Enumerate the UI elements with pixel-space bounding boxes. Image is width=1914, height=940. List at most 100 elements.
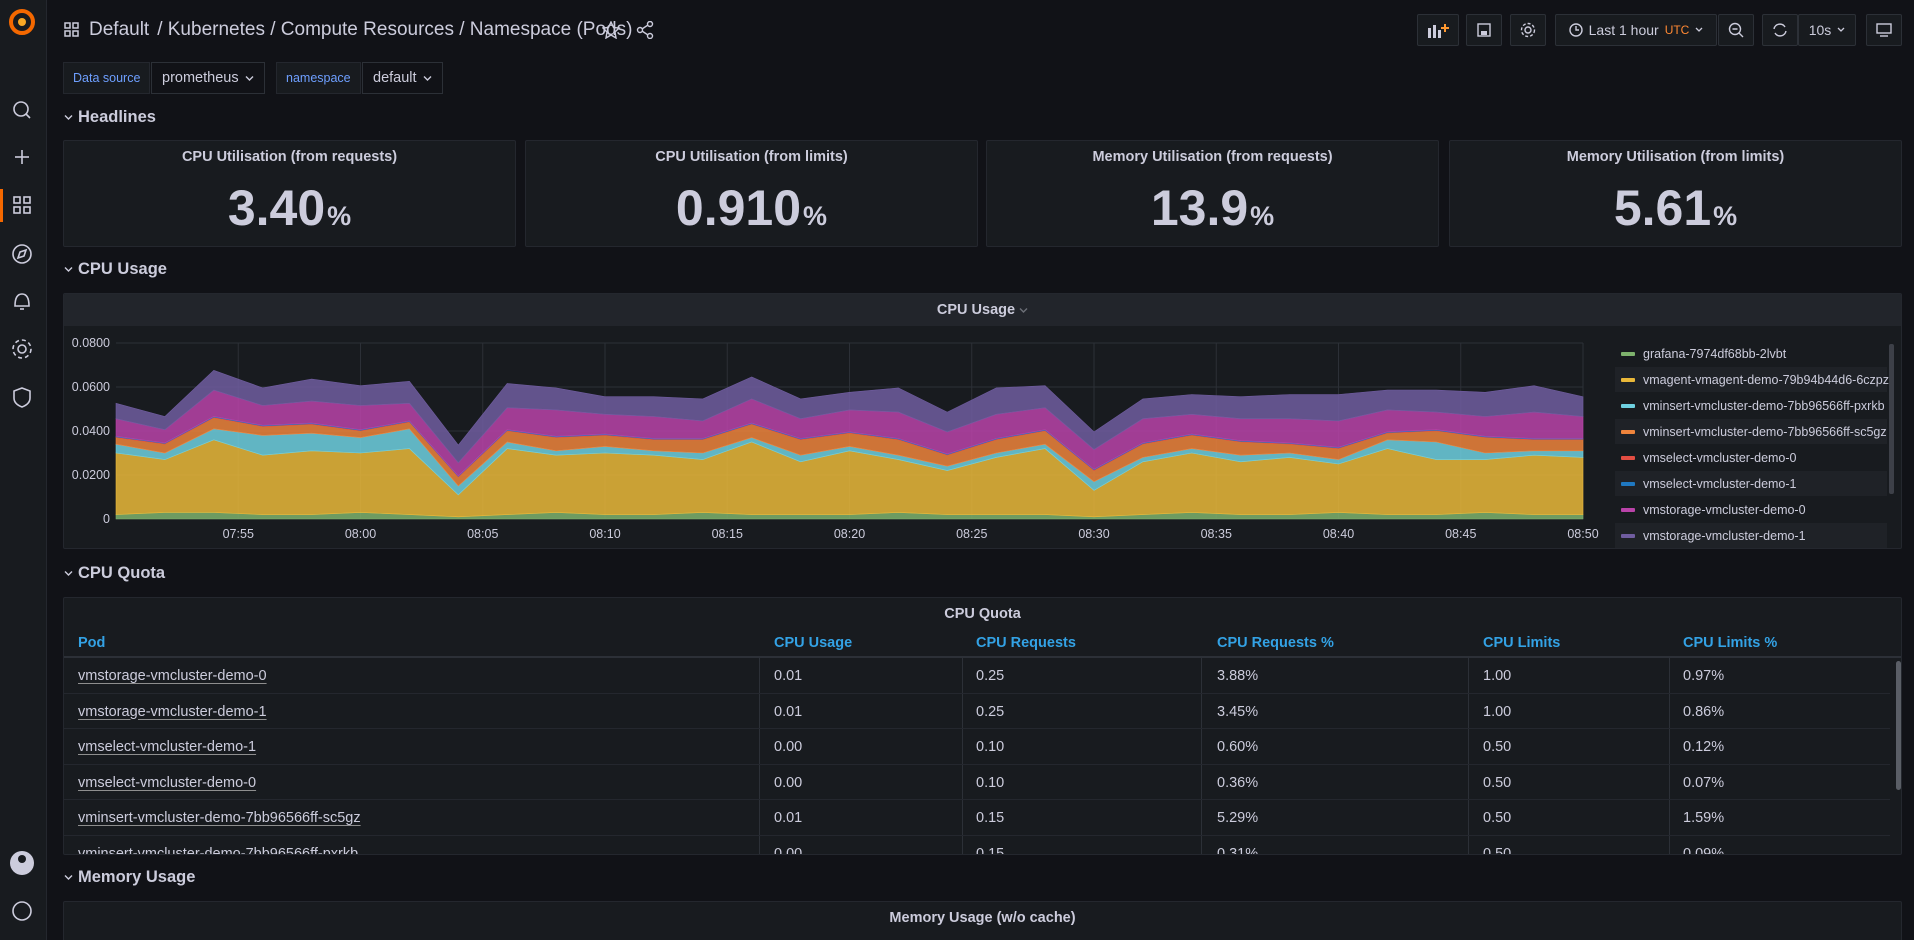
add-panel-button[interactable]	[1417, 14, 1459, 46]
pod-link[interactable]: vmselect-vmcluster-demo-0	[78, 774, 257, 791]
stat-value-line: 3.40%	[64, 179, 515, 237]
search-icon[interactable]	[13, 101, 31, 119]
panel-title[interactable]: CPU Quota	[944, 606, 1021, 622]
cell-divider	[962, 764, 963, 799]
table-cell: 3.45%	[1217, 703, 1259, 720]
y-tick-label: 0.0800	[72, 336, 110, 350]
stat-value: 3.40	[227, 180, 326, 236]
table-cell: 0.31%	[1217, 845, 1259, 855]
table-row: vmstorage-vmcluster-demo-0 0.01 0.25 3.88% 1…	[64, 658, 1890, 694]
dashboard-title[interactable]: / Kubernetes / Compute Resources / Names…	[157, 19, 633, 40]
header-divider	[64, 656, 1901, 658]
stat-value: 5.61	[1613, 180, 1712, 236]
refresh-interval[interactable]: 10s	[1798, 14, 1856, 46]
x-tick-label: 08:35	[1201, 527, 1232, 541]
column-header[interactable]: CPU Limits	[1483, 635, 1561, 651]
cell-divider	[1201, 764, 1202, 799]
chevron-icon	[423, 75, 432, 81]
pod-link[interactable]: vminsert-vmcluster-demo-7bb96566ff-sc5gz	[78, 810, 361, 826]
cell-divider	[1201, 693, 1202, 728]
chevron-path	[64, 114, 73, 120]
variable-select[interactable]: prometheus	[151, 62, 265, 94]
table-cell: 0.00	[774, 845, 803, 855]
x-tick-label: 07:55	[223, 527, 254, 541]
cell-divider	[759, 658, 760, 693]
share-icon[interactable]	[636, 21, 654, 39]
y-tick-label: 0.0200	[72, 468, 110, 482]
chevron-icon	[64, 114, 73, 120]
panel-header[interactable]: CPU Usage	[64, 294, 1901, 326]
table-scrollbar[interactable]	[1896, 661, 1901, 790]
panel-title: CPU Usage	[936, 302, 1016, 318]
zoom-out-button[interactable]	[1718, 14, 1754, 46]
chevron-path	[1019, 307, 1028, 313]
column-header[interactable]: CPU Requests	[976, 635, 1076, 651]
help-icon[interactable]	[12, 901, 32, 921]
column-header[interactable]: CPU Usage	[774, 635, 853, 651]
row-header[interactable]: Memory Usage	[64, 865, 195, 889]
alerting-icon[interactable]	[14, 293, 30, 310]
cell-divider	[1669, 800, 1670, 835]
memory-panel: Memory Usage (w/o cache)	[63, 901, 1902, 940]
table-cell: 0.01	[774, 703, 803, 720]
table-cell: 0.09%	[1683, 845, 1725, 855]
cell-divider	[1201, 729, 1202, 764]
column-header[interactable]: CPU Limits %	[1683, 635, 1778, 651]
row-header[interactable]: CPU Quota	[64, 561, 165, 585]
table-cell: 0.15	[976, 810, 1005, 826]
star-icon[interactable]	[602, 21, 621, 39]
x-tick-label: 08:50	[1567, 527, 1598, 541]
table-cell: 0.10	[976, 774, 1005, 791]
legend-item[interactable]: vmstorage-vmcluster-demo-0	[1643, 503, 1806, 517]
pod-link[interactable]: vminsert-vmcluster-demo-7bb96566ff-pxrkb	[78, 845, 359, 855]
cell-divider	[1669, 658, 1670, 693]
stat-value-line: 0.910%	[526, 179, 977, 237]
legend-item[interactable]: vminsert-vmcluster-demo-7bb96566ff-pxrkb	[1643, 399, 1885, 413]
row-header[interactable]: CPU Usage	[64, 257, 167, 281]
cell-divider	[759, 800, 760, 835]
pod-link[interactable]: vmstorage-vmcluster-demo-0	[78, 668, 267, 684]
legend-item[interactable]: grafana-7974df68bb-2lvbt	[1643, 347, 1787, 361]
legend-item[interactable]: vmstorage-vmcluster-demo-1	[1643, 529, 1806, 543]
pod-link[interactable]: vmstorage-vmcluster-demo-1	[78, 703, 267, 720]
row-header[interactable]: Headlines	[64, 105, 156, 129]
folder-link[interactable]: Default	[89, 19, 150, 40]
y-tick-label: 0.0400	[72, 424, 110, 438]
cell-divider	[759, 693, 760, 728]
cell-divider	[1669, 835, 1670, 854]
variable-select[interactable]: default	[362, 62, 443, 94]
chevron-icon	[64, 874, 73, 880]
stat-title: CPU Utilisation (from requests)	[181, 149, 398, 165]
time-picker[interactable]: Last 1 hour UTC	[1555, 14, 1717, 46]
chevron-icon	[1837, 27, 1845, 32]
grafana-logo[interactable]	[9, 9, 35, 35]
dashboards-icon[interactable]	[13, 196, 31, 214]
x-tick-label: 08:40	[1323, 527, 1354, 541]
legend-item[interactable]: vminsert-vmcluster-demo-7bb96566ff-sc5gz	[1643, 425, 1887, 439]
server-admin-icon[interactable]	[13, 387, 31, 408]
x-tick-label: 08:00	[345, 527, 376, 541]
legend-row-bg	[1615, 367, 1887, 392]
row-title: CPU Quota	[78, 563, 166, 582]
pod-link[interactable]: vmselect-vmcluster-demo-1	[78, 739, 257, 755]
column-header[interactable]: CPU Requests %	[1217, 635, 1334, 651]
panel-title[interactable]: Memory Usage (w/o cache)	[889, 910, 1076, 926]
save-icon	[1477, 23, 1491, 37]
table-row: vmstorage-vmcluster-demo-1 0.01 0.25 3.45% 1…	[64, 693, 1890, 729]
create-icon[interactable]	[15, 150, 29, 164]
save-button[interactable]	[1466, 14, 1502, 46]
configuration-icon[interactable]	[12, 339, 32, 359]
column-header[interactable]: Pod	[78, 635, 106, 651]
legend-item[interactable]: vmselect-vmcluster-demo-0	[1643, 451, 1797, 465]
x-tick-label: 08:10	[589, 527, 620, 541]
settings-button[interactable]	[1510, 14, 1546, 46]
stat-unit: %	[803, 201, 828, 231]
explore-icon[interactable]	[12, 244, 32, 264]
legend-item[interactable]: vmagent-vmagent-demo-79b94b44d6-6czpz	[1643, 373, 1889, 387]
tv-mode-button[interactable]	[1866, 14, 1902, 46]
chevron-path	[64, 266, 73, 272]
refresh-button[interactable]	[1762, 14, 1798, 46]
legend-item[interactable]: vmselect-vmcluster-demo-1	[1643, 477, 1797, 491]
legend-marker	[1621, 482, 1635, 486]
